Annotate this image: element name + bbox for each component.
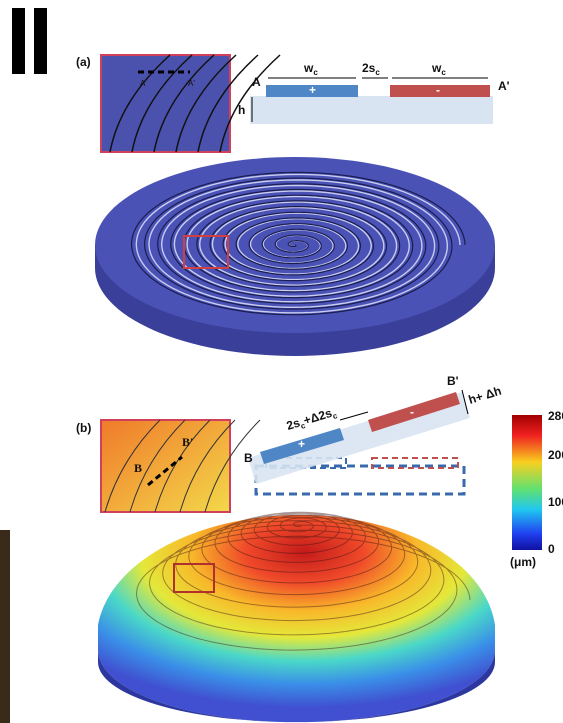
dim-sub: c xyxy=(441,68,446,77)
dim-text: +Δ2s xyxy=(302,406,334,428)
inset-label: A' xyxy=(188,79,195,88)
electrode-minus xyxy=(390,85,490,97)
dim-sub: c xyxy=(332,411,339,421)
roman-bar xyxy=(12,8,25,74)
colorbar-tick: 0 xyxy=(548,542,555,556)
colorbar-tick: 280 xyxy=(548,409,563,423)
dim-label: 2sc+Δ2sc xyxy=(285,404,339,434)
substrate xyxy=(250,96,493,124)
end-label: B' xyxy=(447,374,459,388)
edge-strip xyxy=(0,530,10,723)
end-label: A' xyxy=(498,79,510,93)
dim-label: wc xyxy=(303,61,318,77)
inset-label: A xyxy=(140,79,146,88)
dim-text: 2s xyxy=(362,61,376,75)
sign: + xyxy=(298,437,305,451)
dim-sub: c xyxy=(313,68,318,77)
colorbar xyxy=(512,415,542,550)
sign: - xyxy=(410,405,414,419)
inset xyxy=(101,55,230,152)
panel-label: (b) xyxy=(76,421,91,435)
dim-label: h xyxy=(238,103,245,117)
dim-label: wc xyxy=(431,61,446,77)
sign: - xyxy=(436,83,440,97)
dim-label: h+ Δh xyxy=(467,384,503,407)
end-label: B xyxy=(244,451,253,465)
colorbar-unit: (μm) xyxy=(510,555,536,569)
end-label: A xyxy=(252,75,261,89)
inset xyxy=(101,420,230,512)
colorbar-tick: 100 xyxy=(548,495,563,509)
sign: + xyxy=(309,83,316,97)
dim-text: w xyxy=(431,61,442,75)
dim-arrow xyxy=(340,412,368,420)
figure: (a) A A' + - A A' wc 2sc wc h (b) B B' +… xyxy=(0,0,563,723)
panel-label: (a) xyxy=(76,55,91,69)
inset-label: B xyxy=(134,461,142,475)
colorbar-tick: 200 xyxy=(548,448,563,462)
roman-bar xyxy=(34,8,47,74)
dim-sub: c xyxy=(375,68,380,77)
inset-label: B' xyxy=(182,435,193,449)
dim-label: 2sc xyxy=(362,61,380,77)
dome xyxy=(98,515,495,722)
dim-text: w xyxy=(303,61,314,75)
